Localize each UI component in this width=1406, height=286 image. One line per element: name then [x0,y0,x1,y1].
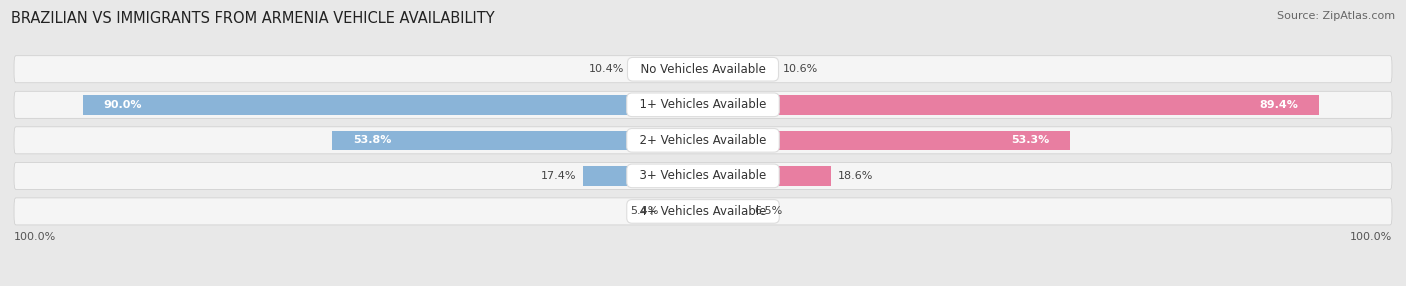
Bar [703,131,1070,150]
Bar [666,202,703,221]
Bar [703,202,748,221]
Bar [703,95,1319,115]
Bar [631,59,703,79]
FancyBboxPatch shape [14,198,1392,225]
Text: 4+ Vehicles Available: 4+ Vehicles Available [633,205,773,218]
Text: BRAZILIAN VS IMMIGRANTS FROM ARMENIA VEHICLE AVAILABILITY: BRAZILIAN VS IMMIGRANTS FROM ARMENIA VEH… [11,11,495,26]
Text: 5.4%: 5.4% [630,206,659,217]
Text: 100.0%: 100.0% [1350,232,1392,242]
Text: 3+ Vehicles Available: 3+ Vehicles Available [633,169,773,182]
FancyBboxPatch shape [14,162,1392,189]
Text: 17.4%: 17.4% [541,171,576,181]
Text: 6.5%: 6.5% [755,206,783,217]
Bar [703,166,831,186]
Text: 100.0%: 100.0% [14,232,56,242]
Text: No Vehicles Available: No Vehicles Available [633,63,773,76]
Text: 10.4%: 10.4% [589,64,624,74]
Bar [703,59,776,79]
Text: 53.8%: 53.8% [353,135,391,145]
Bar [83,95,703,115]
Text: 10.6%: 10.6% [783,64,818,74]
Text: 2+ Vehicles Available: 2+ Vehicles Available [633,134,773,147]
Text: 53.3%: 53.3% [1011,135,1049,145]
Text: Source: ZipAtlas.com: Source: ZipAtlas.com [1277,11,1395,21]
Text: 89.4%: 89.4% [1260,100,1298,110]
Text: 90.0%: 90.0% [104,100,142,110]
FancyBboxPatch shape [14,127,1392,154]
Bar [332,131,703,150]
FancyBboxPatch shape [14,56,1392,83]
FancyBboxPatch shape [14,91,1392,118]
Text: 1+ Vehicles Available: 1+ Vehicles Available [633,98,773,111]
Text: 18.6%: 18.6% [838,171,873,181]
Bar [583,166,703,186]
